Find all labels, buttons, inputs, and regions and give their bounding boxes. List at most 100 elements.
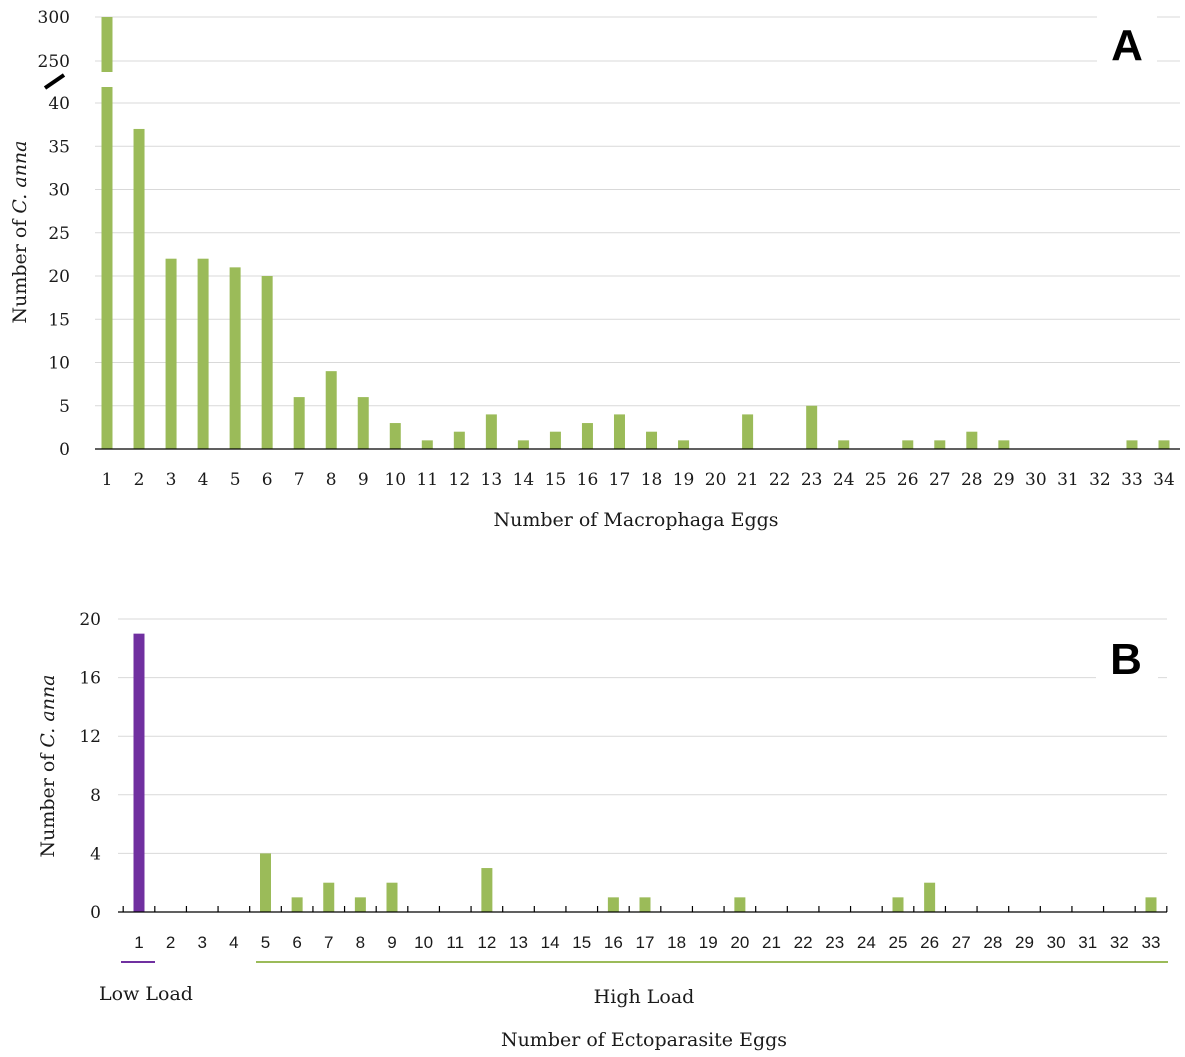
bar xyxy=(453,431,465,449)
bar xyxy=(260,853,271,912)
bar xyxy=(734,897,746,912)
bar xyxy=(613,414,625,449)
bar xyxy=(421,440,433,449)
bar xyxy=(481,868,493,912)
x-tick-label: 6 xyxy=(292,933,301,952)
y-tick-label: 0 xyxy=(59,440,70,460)
bar xyxy=(934,440,946,449)
x-tick-label: 19 xyxy=(699,933,718,952)
x-tick-label: 4 xyxy=(229,933,238,952)
x-tick-label: 22 xyxy=(769,470,791,490)
bar xyxy=(389,423,401,449)
x-tick-label: 23 xyxy=(825,933,844,952)
bar xyxy=(357,397,369,449)
panel-b-x-axis-title: Number of Ectoparasite Eggs xyxy=(501,1029,787,1051)
x-tick-label: 10 xyxy=(414,933,433,952)
x-tick-label: 21 xyxy=(762,933,781,952)
bar xyxy=(838,440,850,449)
bar xyxy=(998,440,1010,449)
bar xyxy=(517,440,529,449)
x-tick-label: 26 xyxy=(897,470,919,490)
x-tick-label: 27 xyxy=(929,470,951,490)
bar xyxy=(1158,440,1170,449)
y-tick-label: 0 xyxy=(90,903,101,923)
bar xyxy=(924,882,936,912)
bar xyxy=(293,397,305,449)
x-tick-label: 16 xyxy=(604,933,623,952)
y-tick-label: 35 xyxy=(48,137,70,157)
bar xyxy=(639,897,651,912)
x-tick-label: 7 xyxy=(324,933,333,952)
x-tick-label: 8 xyxy=(356,933,365,952)
x-tick-label: 29 xyxy=(993,470,1015,490)
panel-b-y-axis-title: Number of C. anna xyxy=(37,675,59,858)
x-tick-label: 25 xyxy=(889,933,908,952)
x-tick-label: 5 xyxy=(230,470,241,490)
x-tick-label: 7 xyxy=(294,470,305,490)
x-tick-label: 26 xyxy=(920,933,939,952)
y-tick-label: 10 xyxy=(48,354,70,374)
bar xyxy=(133,633,145,912)
x-tick-label: 14 xyxy=(541,933,560,952)
high-load-label: High Load xyxy=(594,986,695,1008)
y-tick-label: 40 xyxy=(48,94,70,114)
bar xyxy=(1126,440,1138,449)
bar xyxy=(581,423,593,449)
x-tick-label: 25 xyxy=(865,470,887,490)
y-tick-label: 30 xyxy=(48,181,70,201)
x-tick-label: 8 xyxy=(326,470,337,490)
bar xyxy=(549,431,561,449)
x-tick-label: 12 xyxy=(449,470,471,490)
x-tick-label: 17 xyxy=(609,470,631,490)
x-tick-label: 11 xyxy=(446,933,464,952)
x-tick-label: 15 xyxy=(572,933,591,952)
x-tick-label: 28 xyxy=(961,470,983,490)
x-tick-label: 9 xyxy=(358,470,369,490)
x-tick-label: 15 xyxy=(545,470,567,490)
y-tick-label: 20 xyxy=(48,267,70,287)
y-tick-label: 16 xyxy=(79,669,101,689)
bar xyxy=(742,414,754,449)
x-tick-label: 21 xyxy=(737,470,759,490)
x-tick-label: 32 xyxy=(1089,470,1111,490)
x-tick-label: 23 xyxy=(801,470,823,490)
bar xyxy=(165,258,177,449)
x-tick-label: 18 xyxy=(667,933,686,952)
x-tick-label: 13 xyxy=(481,470,503,490)
bar xyxy=(678,440,690,449)
bar xyxy=(133,128,145,449)
x-tick-label: 30 xyxy=(1025,470,1047,490)
x-tick-label: 13 xyxy=(509,933,528,952)
x-tick-label: 20 xyxy=(705,470,727,490)
bar xyxy=(892,897,904,912)
y-tick-label: 4 xyxy=(90,844,101,864)
x-tick-label: 33 xyxy=(1142,933,1161,952)
x-tick-label: 24 xyxy=(857,933,876,952)
axis-break-mark xyxy=(43,72,114,90)
x-tick-label: 1 xyxy=(134,933,143,952)
bar xyxy=(485,414,497,449)
bar xyxy=(902,440,914,449)
bar xyxy=(325,371,337,449)
x-tick-label: 1 xyxy=(102,470,113,490)
bar xyxy=(229,267,241,449)
bar xyxy=(386,882,398,912)
x-tick-label: 2 xyxy=(166,933,175,952)
x-tick-label: 27 xyxy=(952,933,971,952)
x-tick-label: 18 xyxy=(641,470,663,490)
x-tick-label: 14 xyxy=(513,470,535,490)
panel-b-letter: B xyxy=(1110,635,1142,684)
y-tick-label: 20 xyxy=(79,610,101,630)
x-tick-label: 33 xyxy=(1121,470,1143,490)
panel-a-letter: A xyxy=(1111,21,1143,70)
panel-b-letter-background xyxy=(1096,626,1158,682)
low-load-label: Low Load xyxy=(99,983,193,1005)
x-tick-label: 4 xyxy=(198,470,209,490)
x-tick-label: 9 xyxy=(387,933,396,952)
x-tick-label: 32 xyxy=(1110,933,1129,952)
x-tick-label: 12 xyxy=(477,933,496,952)
x-tick-label: 29 xyxy=(1015,933,1034,952)
